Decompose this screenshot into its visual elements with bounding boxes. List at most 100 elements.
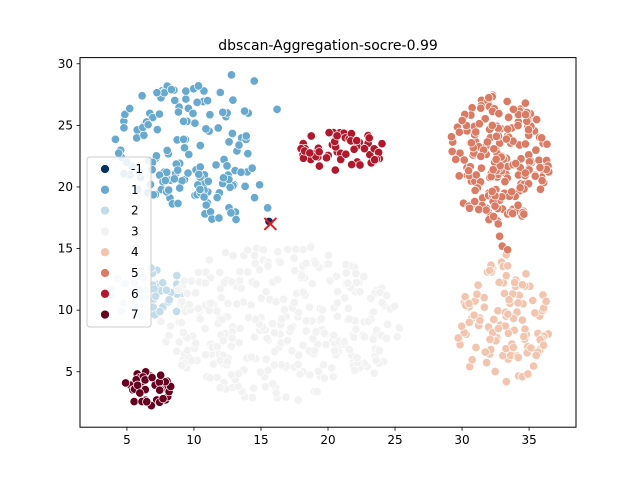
point-cluster-4	[526, 343, 536, 353]
point-cluster-1	[255, 180, 265, 190]
point-cluster-1	[249, 76, 259, 86]
point-cluster-4	[510, 278, 520, 288]
x-tick-label: 5	[123, 433, 131, 447]
point-cluster-1	[137, 91, 147, 101]
point-cluster-6	[314, 161, 324, 171]
point-cluster-5	[513, 120, 523, 131]
point-cluster-3	[243, 245, 253, 255]
point-cluster-3	[179, 276, 189, 286]
point-cluster-1	[263, 203, 273, 213]
point-cluster-7	[133, 380, 143, 390]
point-cluster-6	[349, 144, 359, 154]
point-cluster-5	[471, 127, 481, 137]
legend-marker	[100, 164, 110, 174]
legend-label: 1	[131, 183, 139, 197]
point-cluster-5	[457, 115, 467, 126]
point-cluster-5	[501, 134, 511, 144]
point-cluster-3	[333, 287, 343, 297]
point-cluster-1	[193, 81, 204, 91]
point-cluster-3	[325, 276, 335, 286]
x-tick-label: 35	[521, 433, 536, 447]
point-cluster-7	[129, 397, 139, 407]
point-cluster-7	[135, 388, 145, 398]
point-cluster-3	[217, 315, 227, 325]
point-cluster-3	[235, 323, 245, 334]
point-cluster-1	[249, 193, 260, 203]
point-cluster-3	[306, 242, 316, 252]
point-cluster-3	[200, 324, 210, 334]
y-tick-label: 15	[58, 242, 73, 256]
point-cluster-1	[203, 176, 213, 186]
point-cluster-3	[287, 346, 297, 356]
point-cluster-3	[363, 316, 373, 326]
point-cluster-4	[472, 289, 482, 299]
point-cluster-3	[331, 271, 342, 281]
point-cluster-1	[119, 123, 129, 133]
point-cluster-5	[537, 133, 547, 143]
point-cluster-3	[298, 340, 308, 350]
point-cluster-3	[270, 347, 280, 357]
point-cluster-3	[193, 267, 203, 277]
point-cluster-3	[204, 255, 215, 265]
point-cluster-5	[470, 196, 480, 206]
point-cluster-1	[183, 168, 193, 178]
point-cluster-3	[174, 337, 184, 347]
legend-label: 3	[131, 224, 139, 238]
point-cluster-1	[214, 213, 224, 223]
point-cluster-7	[142, 397, 152, 407]
point-cluster-1	[175, 183, 185, 193]
point-cluster-3	[215, 355, 225, 365]
point-cluster-1	[151, 151, 161, 161]
point-cluster-5	[481, 205, 491, 215]
point-cluster-3	[311, 258, 321, 268]
point-cluster-4	[520, 324, 530, 334]
point-cluster-1	[125, 103, 135, 114]
point-cluster-5	[520, 98, 530, 108]
point-cluster-5	[454, 127, 464, 137]
point-cluster-3	[221, 247, 231, 257]
point-cluster-3	[351, 324, 361, 334]
point-cluster-6	[370, 155, 380, 165]
point-cluster-4	[471, 342, 481, 353]
point-cluster-3	[215, 383, 225, 393]
point-cluster-3	[176, 318, 186, 328]
point-cluster-3	[236, 283, 246, 293]
point-cluster-4	[469, 310, 479, 320]
point-cluster-1	[173, 198, 183, 208]
point-cluster-5	[488, 165, 498, 175]
point-cluster-6	[305, 148, 315, 158]
point-cluster-4	[519, 331, 529, 342]
point-cluster-3	[178, 327, 188, 338]
y-tick-label: 10	[58, 303, 73, 317]
point-cluster-6	[355, 160, 365, 170]
point-cluster-5	[519, 209, 529, 219]
point-cluster-5	[503, 245, 513, 255]
point-cluster-4	[513, 298, 523, 308]
point-cluster-2	[172, 271, 182, 281]
point-cluster-3	[275, 257, 285, 268]
point-cluster-4	[530, 308, 540, 318]
point-cluster-4	[503, 261, 513, 271]
legend: -1 1 2 3 4 5 6 7	[86, 156, 152, 328]
point-cluster-5	[476, 163, 486, 173]
point-cluster-3	[250, 258, 260, 268]
point-cluster-1	[173, 107, 183, 117]
point-cluster-7	[158, 394, 168, 404]
legend-label: -1	[131, 162, 143, 176]
point-cluster-3	[191, 338, 201, 348]
point-cluster-5	[504, 112, 514, 122]
legend-label: 7	[131, 308, 139, 322]
point-cluster-5	[464, 166, 474, 176]
point-cluster-3	[234, 369, 244, 379]
point-cluster-3	[383, 319, 393, 329]
point-cluster-3	[282, 336, 292, 346]
point-cluster-5	[480, 114, 490, 124]
point-cluster-3	[243, 312, 254, 322]
point-cluster-4	[503, 328, 513, 338]
point-cluster-3	[261, 287, 271, 297]
point-cluster-3	[283, 244, 293, 255]
point-cluster-3	[235, 276, 245, 286]
point-cluster-3	[344, 345, 354, 355]
y-axis: 5 10 15 20 25 30	[58, 57, 80, 379]
point-cluster-1	[236, 167, 246, 177]
